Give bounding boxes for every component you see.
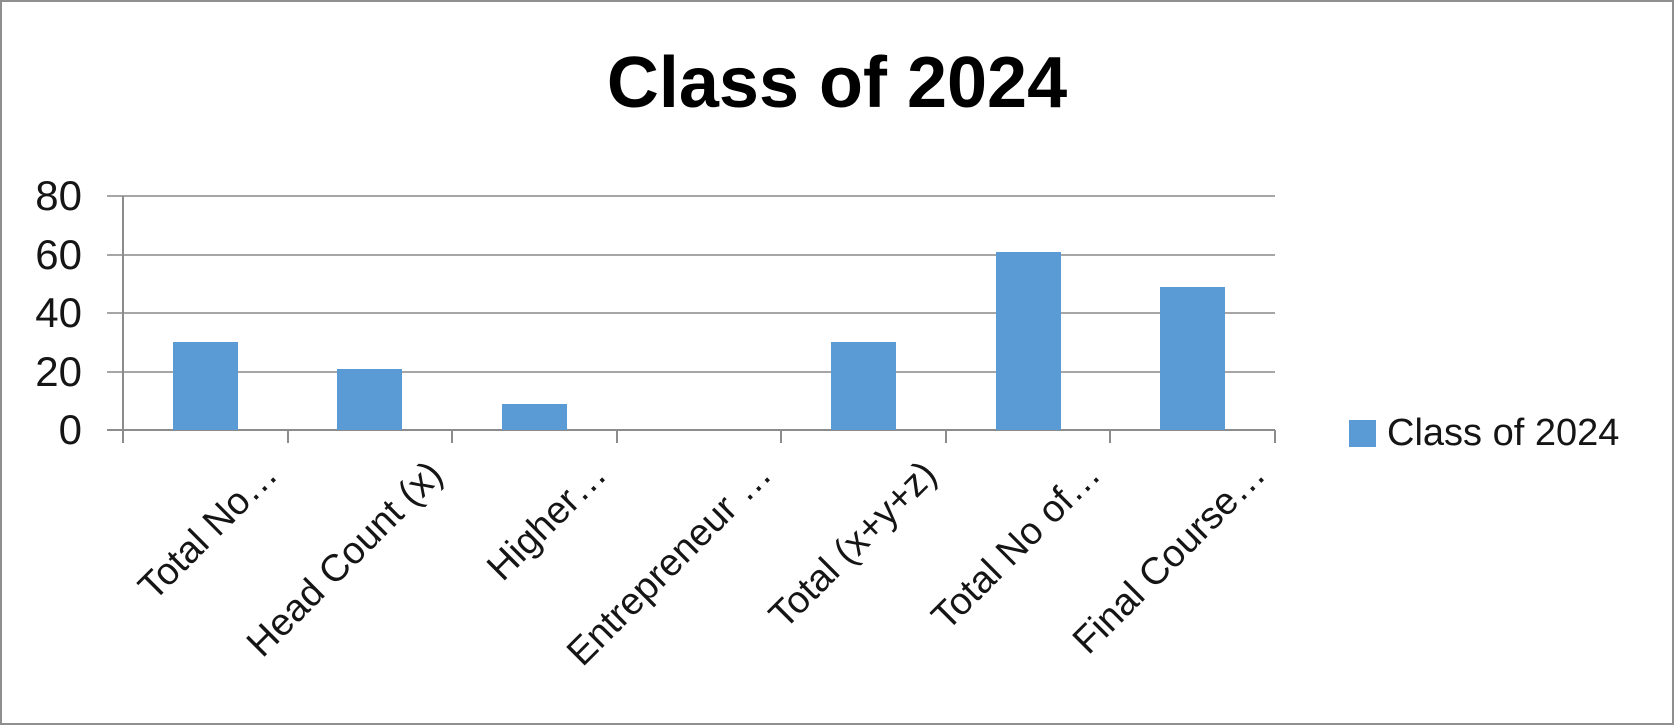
gridline-20 — [107, 370, 1275, 373]
gridline-40 — [107, 312, 1275, 314]
gridline-80 — [107, 195, 1275, 197]
legend-label: Class of 2024 — [1387, 412, 1620, 454]
bar-7 — [1160, 286, 1226, 430]
y-tick-label-20: 20 — [35, 347, 82, 395]
bar-5 — [831, 342, 897, 430]
y-tick-label-40: 40 — [35, 289, 82, 336]
x-axis-tick — [615, 430, 618, 443]
x-axis-line — [107, 429, 1275, 431]
legend: Class of 2024 — [1349, 414, 1619, 452]
x-axis-tick — [944, 430, 947, 443]
y-tick-label-80: 80 — [35, 172, 82, 219]
bar-3 — [501, 403, 567, 430]
x-axis-tick — [1109, 430, 1112, 443]
bar-6 — [995, 251, 1061, 430]
gridline-60 — [107, 253, 1275, 256]
y-tick-label-60: 60 — [35, 230, 82, 278]
x-axis-tick — [1274, 430, 1276, 443]
x-axis-tick — [451, 430, 454, 443]
y-axis-line — [122, 196, 124, 443]
chart-title: Class of 2024 — [606, 43, 1068, 123]
bar-1 — [172, 342, 238, 430]
legend-swatch-icon — [1349, 419, 1376, 447]
x-axis-tick — [122, 430, 124, 443]
bar-2 — [337, 368, 403, 430]
x-axis-tick — [780, 430, 783, 443]
x-axis-tick — [286, 430, 289, 443]
y-tick-label-0: 0 — [58, 406, 82, 453]
